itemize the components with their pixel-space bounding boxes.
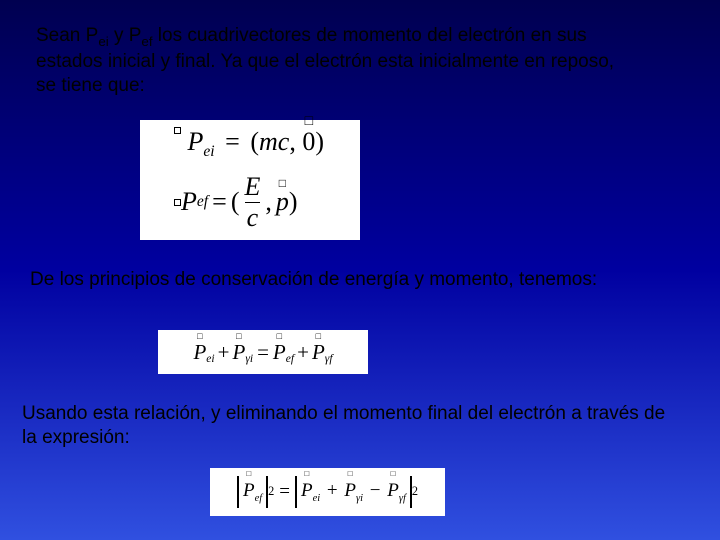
p1-text: Sean P bbox=[36, 25, 98, 46]
equation-box-3: □Pef 2 = □Pei + □Pγi − □Pγf 2 bbox=[210, 468, 445, 516]
eq1-l2-sub: ef bbox=[197, 193, 208, 211]
eq1-line2: Pef = ( E c , □p) bbox=[176, 172, 324, 233]
equation-box-1: Pei = (mc, □0) Pef = ( E c , □p) bbox=[140, 120, 360, 240]
eq1-frac-den: c bbox=[245, 202, 261, 233]
eq1-line1: Pei = (mc, □0) bbox=[176, 127, 324, 161]
eq1-l1-lhs: P bbox=[188, 127, 204, 156]
p1-mid: y P bbox=[109, 25, 142, 46]
vector-marker-icon bbox=[174, 199, 181, 206]
p1-sub2: ef bbox=[141, 34, 152, 49]
eq1-l1-sub: ei bbox=[203, 144, 214, 161]
vector-marker-icon bbox=[174, 127, 181, 134]
eq3-content: □Pef 2 = □Pei + □Pγi − □Pγf 2 bbox=[237, 476, 418, 508]
eq1-frac-num: E bbox=[243, 172, 263, 202]
p1-sub1: ei bbox=[98, 34, 108, 49]
eq1-l1-rhs: mc bbox=[259, 127, 289, 156]
eq2-content: □Pei + □Pγi = □Pef + □Pγf bbox=[193, 340, 332, 365]
equation-box-2: □Pei + □Pγi = □Pef + □Pγf bbox=[158, 330, 368, 374]
paragraph-3: Usando esta relación, y eliminando el mo… bbox=[22, 402, 682, 450]
paragraph-2: De los principios de conservación de ene… bbox=[30, 268, 630, 292]
eq1-l2-lhs: P bbox=[181, 187, 197, 217]
paragraph-1: Sean Pei y Pef los cuadrivectores de mom… bbox=[36, 24, 616, 98]
